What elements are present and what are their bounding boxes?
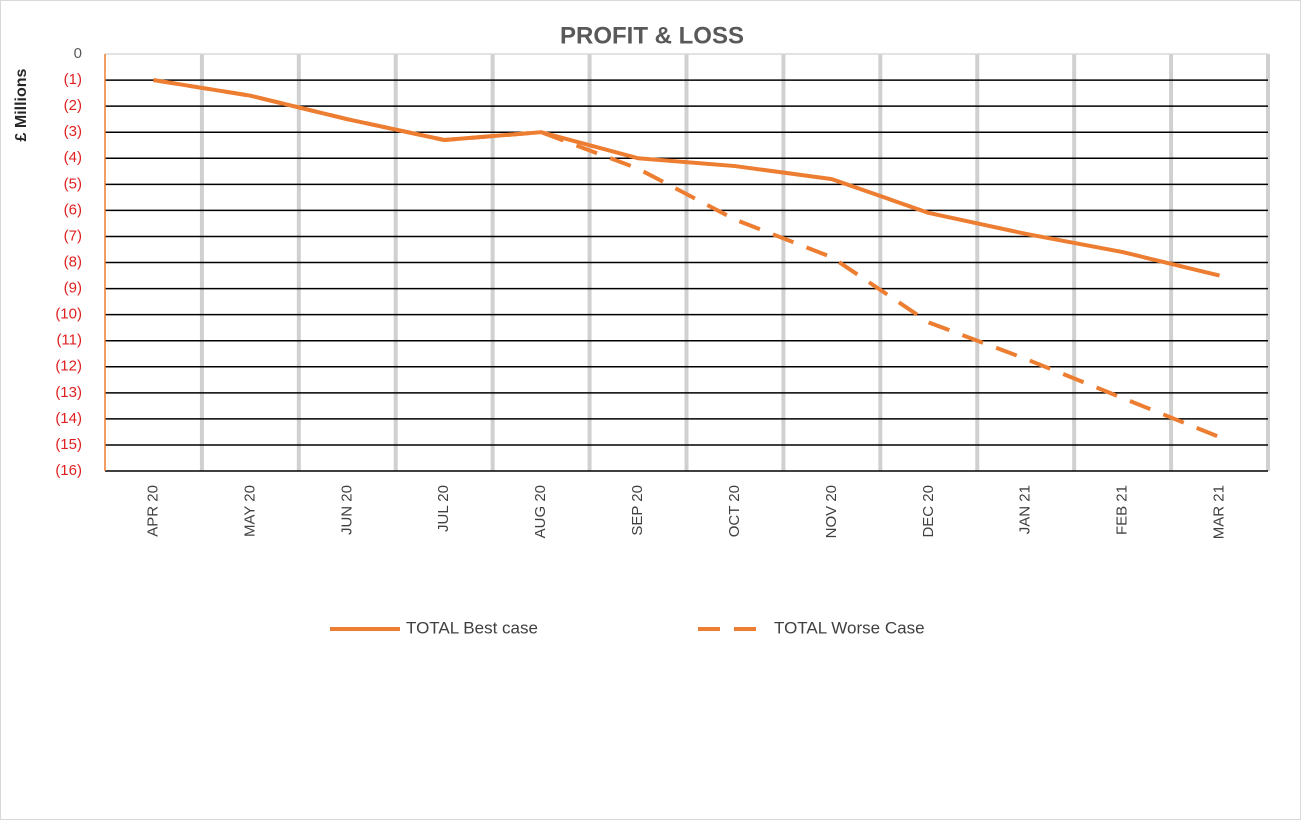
y-tick-label: (15) (55, 436, 82, 453)
x-tick-label: JUN 20 (338, 485, 355, 535)
x-tick-label: SEP 20 (629, 485, 646, 536)
x-tick-label: JAN 21 (1017, 485, 1034, 534)
x-tick-label: AUG 20 (532, 485, 549, 538)
y-tick-label: (14) (55, 410, 82, 427)
y-tick-label: (11) (56, 332, 82, 349)
x-tick-label: JUL 20 (435, 485, 452, 532)
y-tick-label: (9) (64, 280, 82, 297)
y-tick-label: (5) (64, 175, 82, 192)
y-tick-label: (1) (64, 71, 82, 88)
y-tick-label: (7) (64, 227, 82, 244)
x-tick-label: MAR 21 (1211, 485, 1228, 539)
y-tick-label: (10) (55, 306, 82, 323)
y-tick-label: (16) (55, 462, 82, 479)
x-tick-label: NOV 20 (823, 485, 840, 538)
y-tick-label: (2) (64, 97, 82, 114)
x-tick-label: FEB 21 (1114, 485, 1131, 535)
y-tick-label: (4) (64, 149, 82, 166)
y-tick-label: (3) (64, 123, 82, 140)
data-line (153, 78, 1221, 278)
x-tick-label: APR 20 (144, 485, 161, 537)
x-tick-label: DEC 20 (920, 485, 937, 538)
y-tick-label: 0 (74, 45, 82, 62)
legend-label: TOTAL Worse Case (774, 618, 925, 637)
x-tick-label: MAY 20 (241, 485, 258, 537)
x-tick-label: OCT 20 (726, 485, 743, 537)
y-tick-label: (8) (64, 253, 82, 270)
legend-label: TOTAL Best case (406, 618, 538, 637)
chart-title: PROFIT & LOSS (560, 22, 744, 49)
y-tick-label: (12) (55, 358, 82, 375)
y-tick-label: (6) (64, 201, 82, 218)
y-tick-label: (13) (55, 384, 82, 401)
y-axis-label: £ Millions (13, 68, 30, 141)
